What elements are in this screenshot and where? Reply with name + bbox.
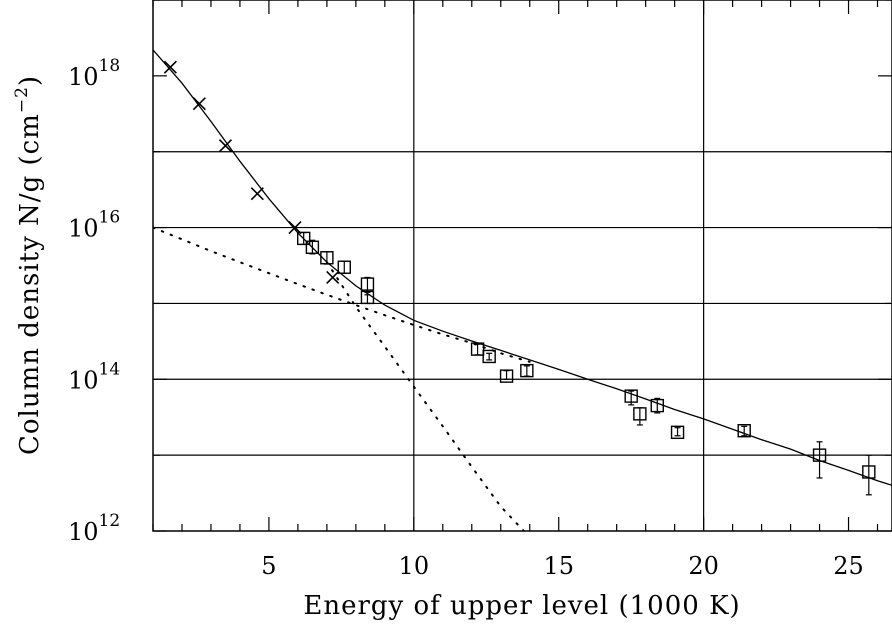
cross-marker: [250, 187, 264, 201]
fit-curves: [153, 49, 892, 531]
cross-stroke: [218, 139, 233, 153]
square-box: [670, 425, 685, 440]
x-tick-label: 5: [261, 552, 276, 580]
y-tick-label: 1014: [68, 359, 120, 394]
x-tick-label: 25: [833, 552, 864, 580]
component-fit-curve: [153, 226, 531, 363]
axis-ticks: 5 10 15 20 25 1012 1014 1016 1018: [68, 0, 892, 580]
square-marker: [812, 441, 827, 479]
cross-marker: [326, 270, 340, 285]
plot-frame: [152, 0, 892, 532]
square-marker: [670, 425, 685, 440]
square-marker: [470, 342, 485, 356]
data-points: [163, 60, 876, 496]
total-fit-curve: [153, 49, 892, 486]
square-marker: [633, 407, 647, 426]
cross-marker: [218, 139, 233, 153]
square-marker: [337, 260, 351, 274]
grid-lines: [153, 0, 892, 531]
square-box: [737, 424, 751, 438]
x-tick-label: 20: [688, 552, 719, 580]
x-tick-label: 10: [399, 552, 430, 580]
square-marker: [737, 424, 751, 438]
square-marker: [499, 369, 514, 383]
cross-stroke: [326, 270, 340, 285]
square-marker: [624, 389, 638, 406]
cross-stroke: [288, 221, 302, 235]
square-marker: [360, 290, 375, 305]
cross-marker: [192, 97, 206, 111]
square-marker: [305, 239, 320, 255]
y-axis-title: Column density N/g (cm−2): [12, 75, 45, 455]
y-tick-label: 1012: [68, 511, 120, 546]
square-marker: [520, 363, 534, 378]
component-fit-curve: [325, 261, 525, 531]
y-tick-label: 1018: [68, 56, 120, 91]
square-marker: [320, 251, 334, 265]
x-tick-label: 15: [543, 552, 574, 580]
cross-stroke: [192, 97, 206, 111]
square-marker: [650, 397, 664, 414]
cross-stroke: [163, 60, 177, 74]
square-marker: [482, 349, 496, 364]
y-tick-label: 1016: [68, 208, 120, 243]
square-box: [482, 349, 496, 364]
cross-marker: [163, 60, 177, 74]
x-axis-title: Energy of upper level (1000 K): [303, 591, 740, 621]
cross-stroke: [250, 187, 264, 201]
square-marker: [862, 454, 876, 496]
cross-marker: [288, 221, 302, 235]
